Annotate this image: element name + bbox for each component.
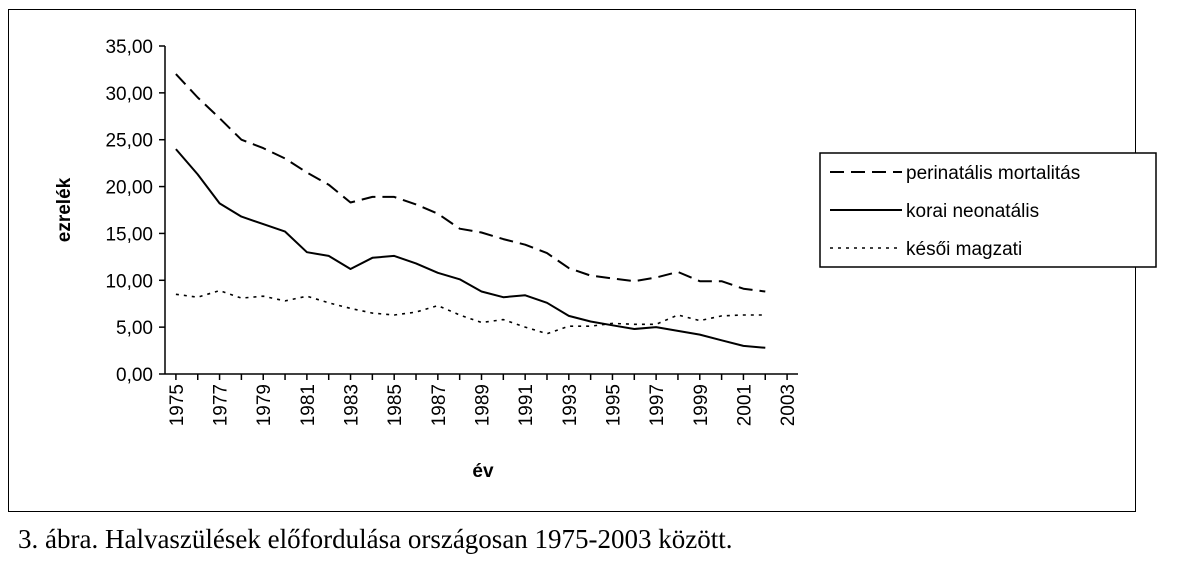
x-tick-label: 1989 bbox=[473, 384, 494, 426]
y-tick-label: 25,00 bbox=[105, 131, 153, 152]
x-tick-label: 1991 bbox=[516, 384, 537, 426]
x-axis-title: év bbox=[472, 461, 494, 482]
x-tick-label: 1995 bbox=[603, 384, 624, 426]
x-tick-label: 2003 bbox=[778, 384, 799, 426]
line-chart: 0,00 5,00 10,00 15,00 20,00 25,00 30,00 35,00 1… bbox=[54, 37, 1157, 482]
x-tick-label: 1999 bbox=[691, 384, 712, 426]
x-tick-label: 2001 bbox=[734, 384, 755, 426]
figure-caption: 3. ábra. Halvaszülések előfordulása orsz… bbox=[18, 524, 733, 554]
x-tick-label: 1985 bbox=[385, 384, 406, 426]
y-axis-ticks: 0,00 5,00 10,00 15,00 20,00 25,00 30,00 35,00 bbox=[105, 37, 165, 386]
x-tick-label: 1993 bbox=[560, 384, 581, 426]
series-lines bbox=[175, 73, 766, 349]
legend: perinatális mortalitás korai neonatális ké… bbox=[819, 152, 1157, 268]
legend-label: korai neonatális bbox=[906, 201, 1039, 222]
series-line-dotted bbox=[175, 289, 766, 335]
y-tick-label: 30,00 bbox=[105, 84, 153, 105]
y-axis-title: ezrelék bbox=[54, 177, 75, 242]
x-axis-ticks: 1975 1977 1979 1981 1983 1985 1987 1989 1991 1993… bbox=[167, 374, 799, 426]
x-tick-label: 1979 bbox=[254, 384, 275, 426]
y-tick-label: 20,00 bbox=[105, 178, 153, 199]
x-tick-label: 1977 bbox=[211, 384, 232, 426]
x-tick-label: 1975 bbox=[167, 384, 188, 426]
y-tick-label: 0,00 bbox=[116, 365, 153, 386]
y-tick-label: 10,00 bbox=[105, 271, 153, 292]
x-tick-label: 1997 bbox=[647, 384, 668, 426]
y-tick-label: 5,00 bbox=[116, 318, 153, 339]
series-line-dashed bbox=[175, 73, 766, 293]
legend-label: késői magzati bbox=[906, 239, 1022, 260]
y-tick-label: 15,00 bbox=[105, 224, 153, 245]
x-tick-label: 1981 bbox=[298, 384, 319, 426]
y-tick-label: 35,00 bbox=[105, 37, 153, 58]
x-tick-label: 1987 bbox=[429, 384, 450, 426]
x-tick-label: 1983 bbox=[342, 384, 363, 426]
series-line-solid bbox=[175, 148, 766, 349]
legend-label: perinatális mortalitás bbox=[906, 163, 1080, 184]
